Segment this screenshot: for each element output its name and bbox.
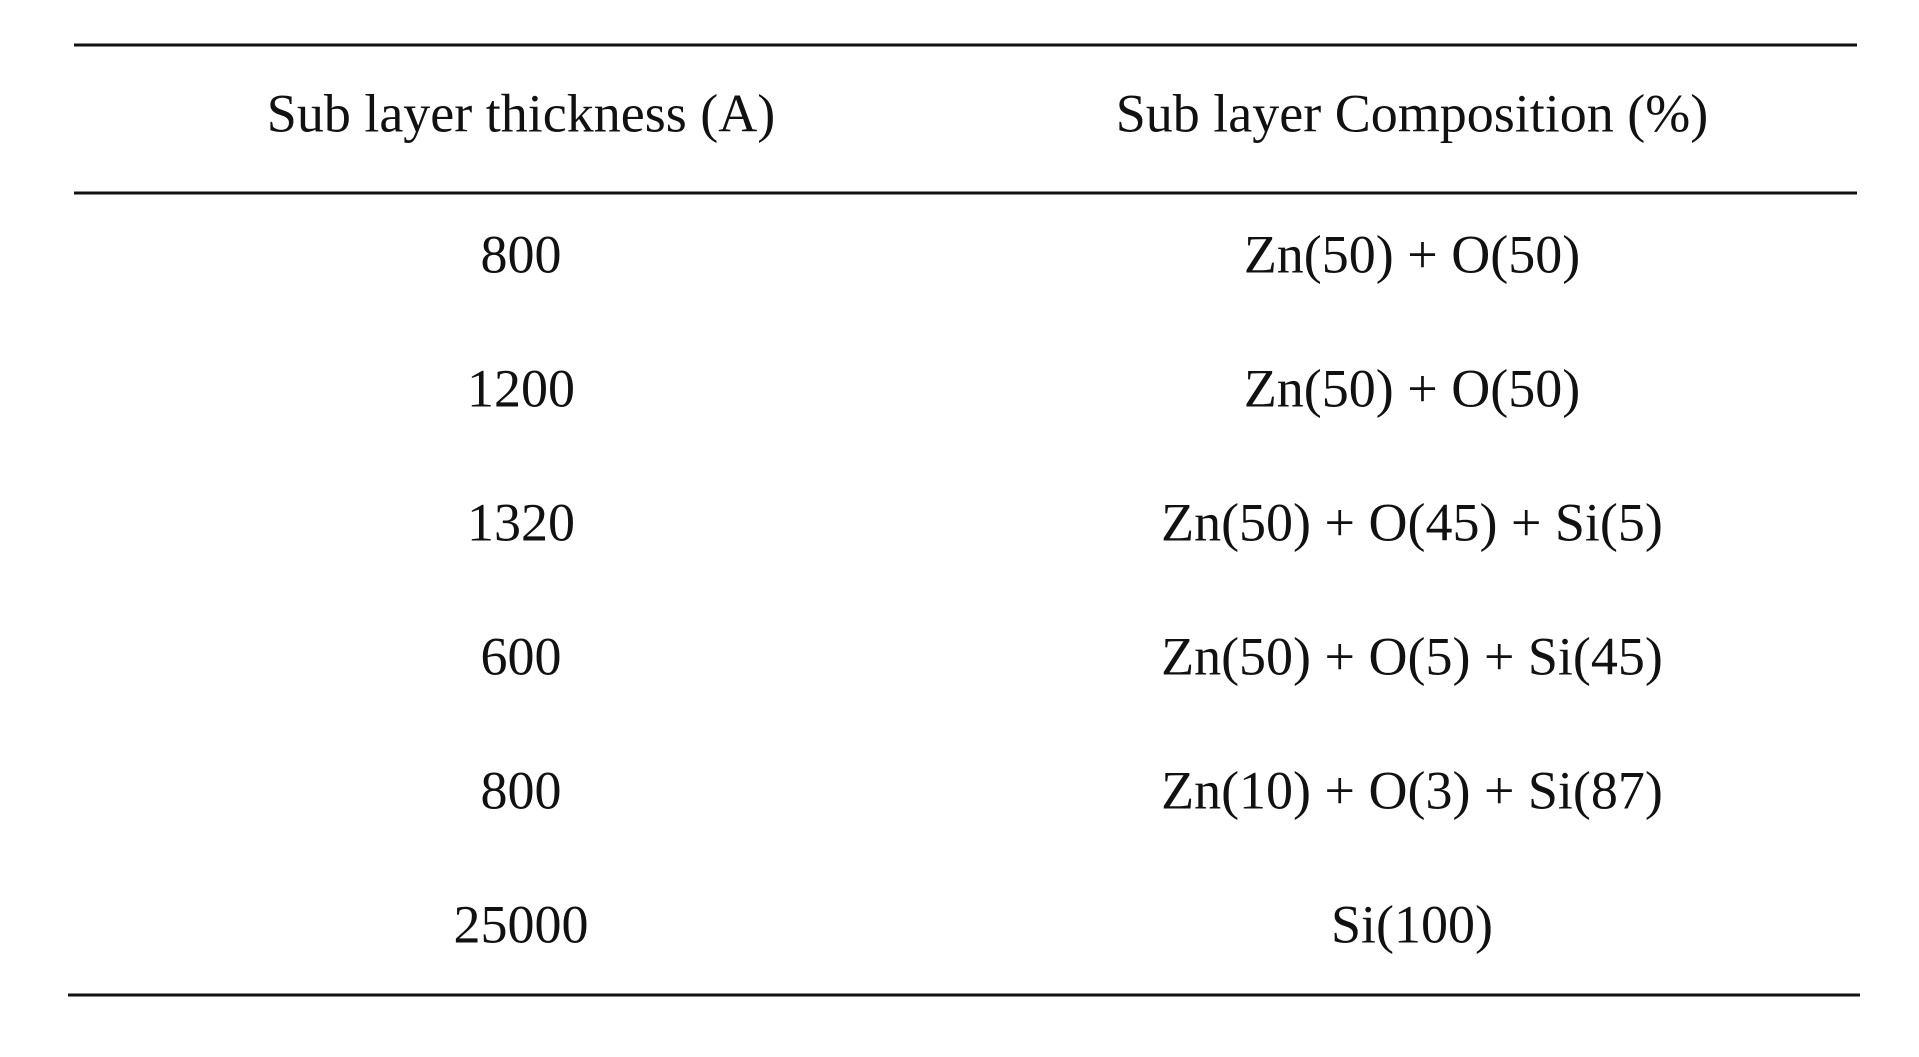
thickness-cell: 600 (481, 626, 562, 686)
composition-cell: Zn(50) + O(50) (1244, 224, 1580, 284)
composition-cell: Zn(50) + O(50) (1244, 358, 1580, 418)
thickness-cell: 1320 (467, 492, 575, 552)
thickness-cell: 1200 (467, 358, 575, 418)
composition-cell: Zn(50) + O(45) + Si(5) (1161, 492, 1663, 552)
composition-cell: Zn(50) + O(5) + Si(45) (1161, 626, 1663, 686)
thickness-cell: 25000 (454, 894, 589, 954)
composition-cell: Zn(10) + O(3) + Si(87) (1161, 760, 1663, 820)
composition-cell: Si(100) (1331, 894, 1493, 954)
thickness-cell: 800 (481, 224, 562, 284)
header-cell: Sub layer thickness (A) (267, 83, 775, 143)
header-cell: Sub layer Composition (%) (1116, 83, 1708, 143)
thickness-cell: 800 (481, 760, 562, 820)
